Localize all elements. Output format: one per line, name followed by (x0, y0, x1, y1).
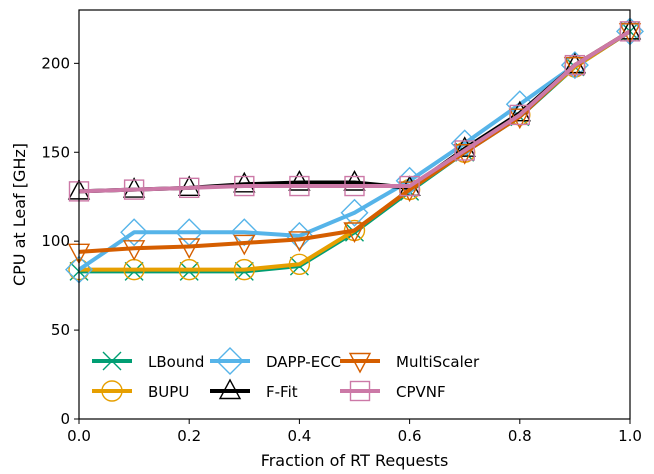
x-axis-label: Fraction of RT Requests (261, 451, 449, 470)
data-point (120, 218, 149, 247)
legend-entry: MultiScaler (340, 352, 480, 374)
data-point (178, 238, 201, 259)
data-point (398, 181, 421, 203)
x-tick-label: 0.4 (287, 427, 311, 445)
series-line (78, 29, 632, 194)
legend-marker (218, 378, 242, 400)
data-point (123, 179, 145, 200)
legend-entry: CPVNF (340, 380, 446, 402)
series-line (78, 29, 632, 254)
legend-marker (216, 347, 244, 375)
x-tick-label: 0.8 (508, 427, 532, 445)
legend-entry: BUPU (92, 380, 189, 402)
data-point (234, 175, 255, 197)
data-point (343, 222, 366, 243)
legend-label: MultiScaler (396, 353, 480, 371)
y-tick-label: 150 (41, 143, 70, 161)
data-point (509, 104, 530, 126)
y-tick-label: 0 (60, 410, 70, 428)
data-point (233, 171, 256, 193)
legend-label: F-Fit (266, 383, 298, 401)
x-tick-label: 0.0 (67, 427, 91, 445)
data-point (178, 177, 200, 199)
data-point (178, 258, 200, 281)
y-tick-label: 50 (51, 321, 70, 339)
data-point (564, 54, 586, 76)
legend-marker (349, 380, 371, 402)
data-point (340, 198, 369, 227)
series-f-fit (67, 18, 642, 200)
legend-entry: DAPP-ECC (210, 347, 341, 375)
data-point (563, 56, 587, 78)
x-tick-label: 1.0 (618, 427, 642, 445)
data-point (289, 175, 310, 197)
data-point (288, 231, 311, 252)
data-point (233, 258, 256, 281)
legend: LBound BUPU DAPP-ECC F-Fit MultiScaler CPVNF (92, 347, 480, 402)
y-axis-label: CPU at Leaf [GHz] (10, 143, 29, 286)
series-layer (65, 17, 644, 284)
data-point (288, 170, 311, 191)
series-line (78, 29, 632, 194)
legend-marker (348, 352, 372, 374)
y-tick-label: 200 (41, 54, 70, 72)
series-cpvnf (68, 21, 641, 202)
data-point (288, 253, 311, 275)
series-dapp-ecc (65, 17, 644, 284)
data-point (233, 234, 256, 256)
tick-layer: 0.0 0.2 0.4 0.6 0.8 1.0 0 50 100 150 200 (41, 54, 642, 445)
series-line (77, 29, 632, 272)
data-point (122, 240, 146, 261)
legend-entry: LBound (92, 351, 204, 371)
x-tick-label: 0.6 (398, 427, 422, 445)
plot-frame (78, 9, 631, 420)
legend-marker (102, 351, 122, 371)
data-point (344, 175, 365, 197)
x-tick-label: 0.2 (177, 427, 201, 445)
series-line (79, 29, 632, 274)
series-multiscaler (67, 23, 642, 265)
legend-label: BUPU (148, 383, 189, 401)
legend-entry: F-Fit (210, 378, 298, 401)
data-point (343, 170, 366, 191)
y-tick-label: 100 (41, 232, 70, 250)
data-point (230, 218, 259, 247)
legend-marker (101, 380, 123, 402)
legend-label: CPVNF (396, 383, 446, 401)
data-point (399, 175, 420, 197)
legend-label: DAPP-ECC (266, 353, 341, 371)
legend-label: LBound (148, 353, 204, 371)
data-point (454, 140, 475, 161)
